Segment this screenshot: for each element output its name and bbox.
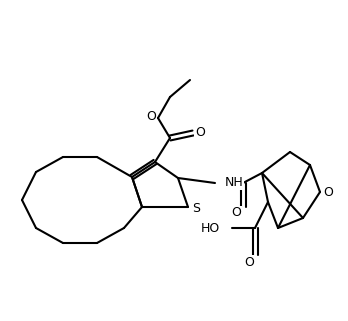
Text: O: O	[231, 206, 241, 220]
Text: S: S	[192, 203, 200, 215]
Text: O: O	[146, 109, 156, 123]
Text: O: O	[244, 256, 254, 268]
Text: NH: NH	[225, 177, 244, 189]
Text: HO: HO	[201, 221, 220, 235]
Text: O: O	[323, 186, 333, 198]
Text: O: O	[195, 126, 205, 140]
